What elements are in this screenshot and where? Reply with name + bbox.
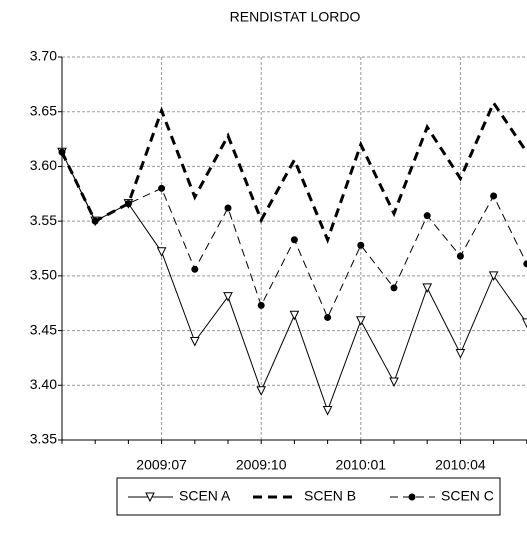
marker bbox=[523, 260, 527, 268]
marker bbox=[322, 405, 333, 416]
x-tick-label: 2010:01 bbox=[335, 457, 386, 473]
marker bbox=[256, 386, 267, 396]
y-tick-label: 3.70 bbox=[30, 48, 57, 64]
marker bbox=[422, 283, 433, 294]
marker bbox=[290, 236, 298, 244]
marker bbox=[455, 349, 466, 359]
x-tick-label: 2009:10 bbox=[236, 457, 287, 473]
marker bbox=[389, 377, 399, 388]
y-tick-label: 3.40 bbox=[30, 376, 57, 392]
marker bbox=[257, 301, 265, 309]
series-line bbox=[61, 151, 527, 319]
marker bbox=[91, 217, 99, 225]
legend-marker bbox=[408, 493, 416, 501]
legend-marker bbox=[145, 492, 155, 503]
marker bbox=[289, 310, 300, 321]
marker bbox=[423, 212, 431, 220]
marker bbox=[521, 318, 527, 329]
marker bbox=[456, 252, 464, 260]
y-tick-label: 3.35 bbox=[30, 431, 57, 447]
y-tick-label: 3.65 bbox=[30, 102, 57, 118]
marker bbox=[324, 313, 332, 321]
series-line bbox=[60, 99, 527, 244]
marker bbox=[488, 271, 499, 281]
marker bbox=[189, 337, 200, 347]
y-tick-label: 3.55 bbox=[30, 212, 57, 228]
x-tick-label: 2009:07 bbox=[136, 457, 187, 473]
marker bbox=[355, 316, 366, 326]
marker bbox=[490, 192, 498, 200]
marker bbox=[224, 204, 232, 212]
marker bbox=[390, 284, 398, 292]
marker bbox=[223, 292, 233, 302]
marker bbox=[191, 265, 199, 273]
marker bbox=[357, 241, 365, 249]
legend-label: SCEN C bbox=[441, 488, 494, 504]
y-tick-label: 3.60 bbox=[30, 157, 57, 173]
legend-label: SCEN B bbox=[304, 488, 356, 504]
marker bbox=[58, 148, 66, 156]
marker bbox=[156, 247, 167, 257]
legend-box bbox=[116, 477, 501, 516]
legend-label: SCEN A bbox=[179, 488, 231, 504]
marker bbox=[158, 184, 166, 192]
marker bbox=[124, 200, 132, 208]
y-tick-label: 3.50 bbox=[30, 267, 57, 283]
x-tick-label: 2010:04 bbox=[435, 457, 486, 473]
y-tick-label: 3.45 bbox=[30, 321, 57, 337]
chart-title: RENDISTAT LORDO bbox=[230, 9, 361, 25]
